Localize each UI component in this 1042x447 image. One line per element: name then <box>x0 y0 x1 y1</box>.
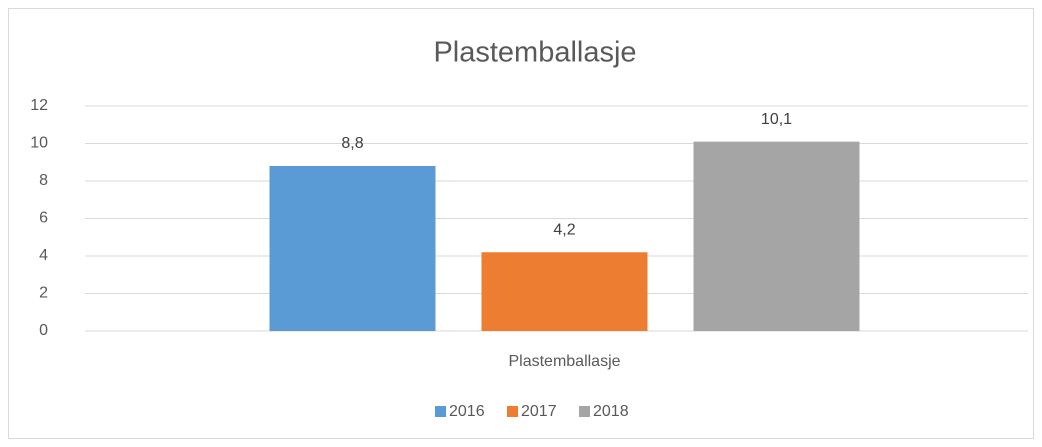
legend-label: 2018 <box>593 403 629 420</box>
data-label: 8,8 <box>341 135 363 152</box>
y-tick-label: 2 <box>39 285 48 302</box>
x-tick-label: Plastemballasje <box>508 353 620 370</box>
legend-swatch <box>579 406 590 417</box>
legend-label: 2016 <box>449 403 485 420</box>
data-label: 4,2 <box>553 221 575 238</box>
legend-swatch <box>435 406 446 417</box>
legend-label: 2017 <box>521 403 557 420</box>
bar <box>269 166 436 331</box>
y-tick-label: 8 <box>39 172 48 189</box>
legend-swatch <box>507 406 518 417</box>
y-tick-label: 12 <box>30 97 48 114</box>
bar <box>481 252 648 331</box>
y-tick-label: 6 <box>39 210 48 227</box>
chart-title: Plastemballasje <box>433 37 636 69</box>
data-label: 10,1 <box>761 111 792 128</box>
y-tick-label: 10 <box>30 135 48 152</box>
y-tick-label: 4 <box>39 247 48 264</box>
bar <box>693 141 860 331</box>
y-tick-label: 0 <box>39 322 48 339</box>
chart-frame <box>8 8 1034 439</box>
